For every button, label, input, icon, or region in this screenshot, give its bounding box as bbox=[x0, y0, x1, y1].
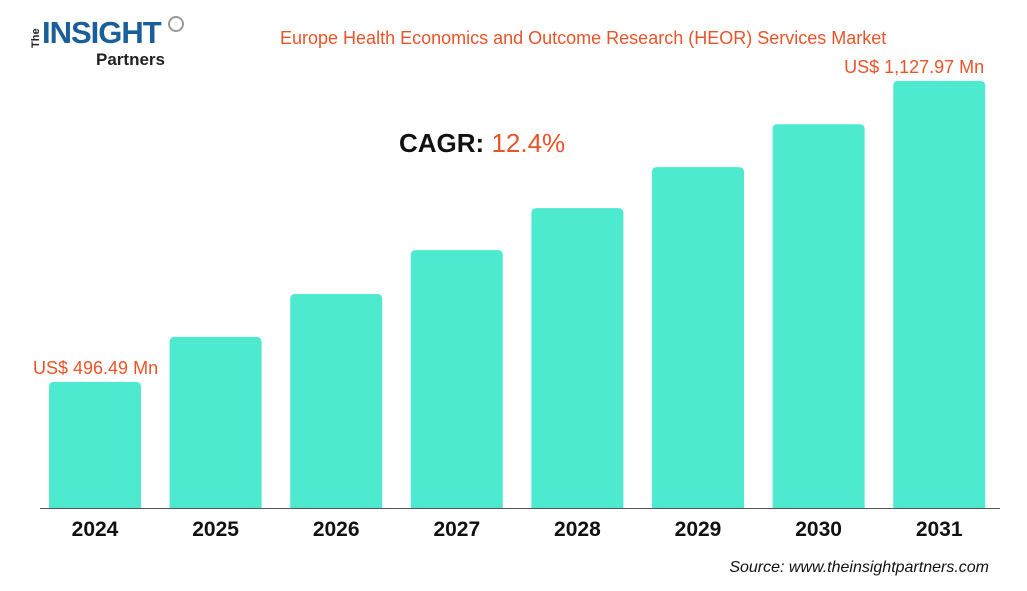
bar-2030 bbox=[772, 124, 865, 508]
logo-insight: INSIGHT bbox=[42, 15, 162, 50]
x-tick-label: 2028 bbox=[554, 518, 601, 541]
bar-2031 bbox=[893, 80, 986, 508]
bar-2029 bbox=[652, 167, 744, 509]
x-tick-label: 2030 bbox=[795, 518, 842, 541]
source-note: Source: www.theinsightpartners.com bbox=[729, 559, 989, 576]
bar-2028 bbox=[531, 208, 624, 508]
data-label: US$ 496.49 Mn bbox=[33, 358, 158, 378]
x-tick-label: 2031 bbox=[916, 518, 963, 541]
bar-2024 bbox=[49, 381, 141, 508]
cagr-annotation: CAGR: 12.4% bbox=[399, 128, 565, 159]
cagr-value: 12.4% bbox=[491, 128, 566, 158]
logo-partners: Partners bbox=[96, 50, 165, 69]
bar-2026 bbox=[290, 293, 383, 508]
x-tick-label: 2024 bbox=[72, 518, 119, 541]
logo: The INSIGHT Partners bbox=[28, 14, 184, 72]
bar-2027 bbox=[410, 250, 503, 509]
bar-2025 bbox=[169, 336, 262, 508]
data-label: US$ 1,127.97 Mn bbox=[844, 57, 984, 77]
cagr-label: CAGR: bbox=[399, 128, 485, 158]
x-tick-label: 2026 bbox=[313, 518, 360, 541]
x-tick-label: 2027 bbox=[433, 518, 480, 541]
x-tick-label: 2025 bbox=[192, 518, 239, 541]
x-tick-label: 2029 bbox=[675, 518, 722, 541]
logo-magnifier-icon bbox=[168, 16, 184, 32]
chart-title: Europe Health Economics and Outcome Rese… bbox=[280, 28, 887, 48]
